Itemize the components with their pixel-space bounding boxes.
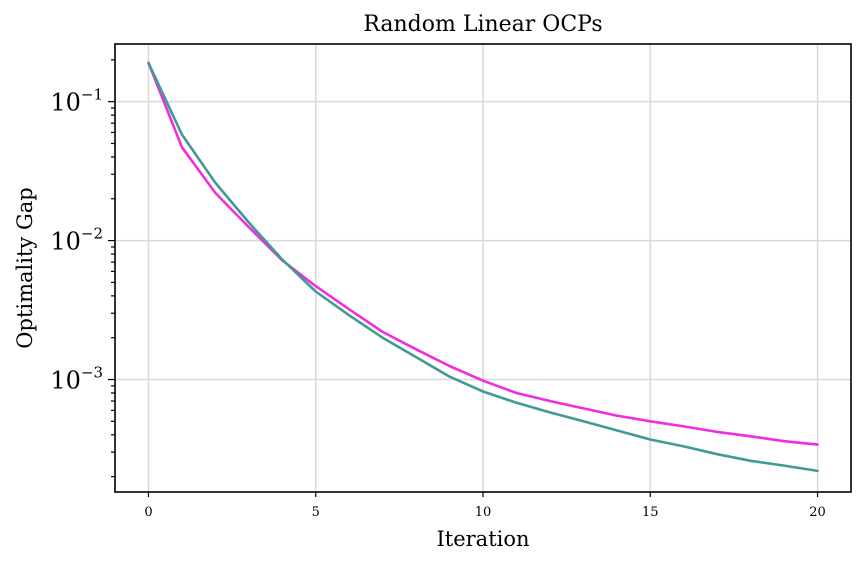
ticks: 0 5 10 15 20 10−1 10−2 10−3 <box>50 59 826 520</box>
x-tick-label: 10 <box>475 505 492 520</box>
series-line-1 <box>147 61 819 446</box>
y-tick-label: 10−1 <box>50 86 103 117</box>
x-axis-label: Iteration <box>436 527 529 551</box>
y-axis-label: Optimality Gap <box>13 187 37 348</box>
grid <box>115 44 851 492</box>
y-tick-label: 10−2 <box>50 225 103 256</box>
x-tick-label: 15 <box>642 505 659 520</box>
series-line-2 <box>147 61 819 473</box>
y-tick-label: 10−3 <box>50 364 103 395</box>
x-tick-label: 0 <box>144 505 152 520</box>
series-layer <box>147 61 819 473</box>
chart-title: Random Linear OCPs <box>363 12 602 37</box>
x-tick-label: 20 <box>809 505 826 520</box>
x-tick-label: 5 <box>312 505 320 520</box>
